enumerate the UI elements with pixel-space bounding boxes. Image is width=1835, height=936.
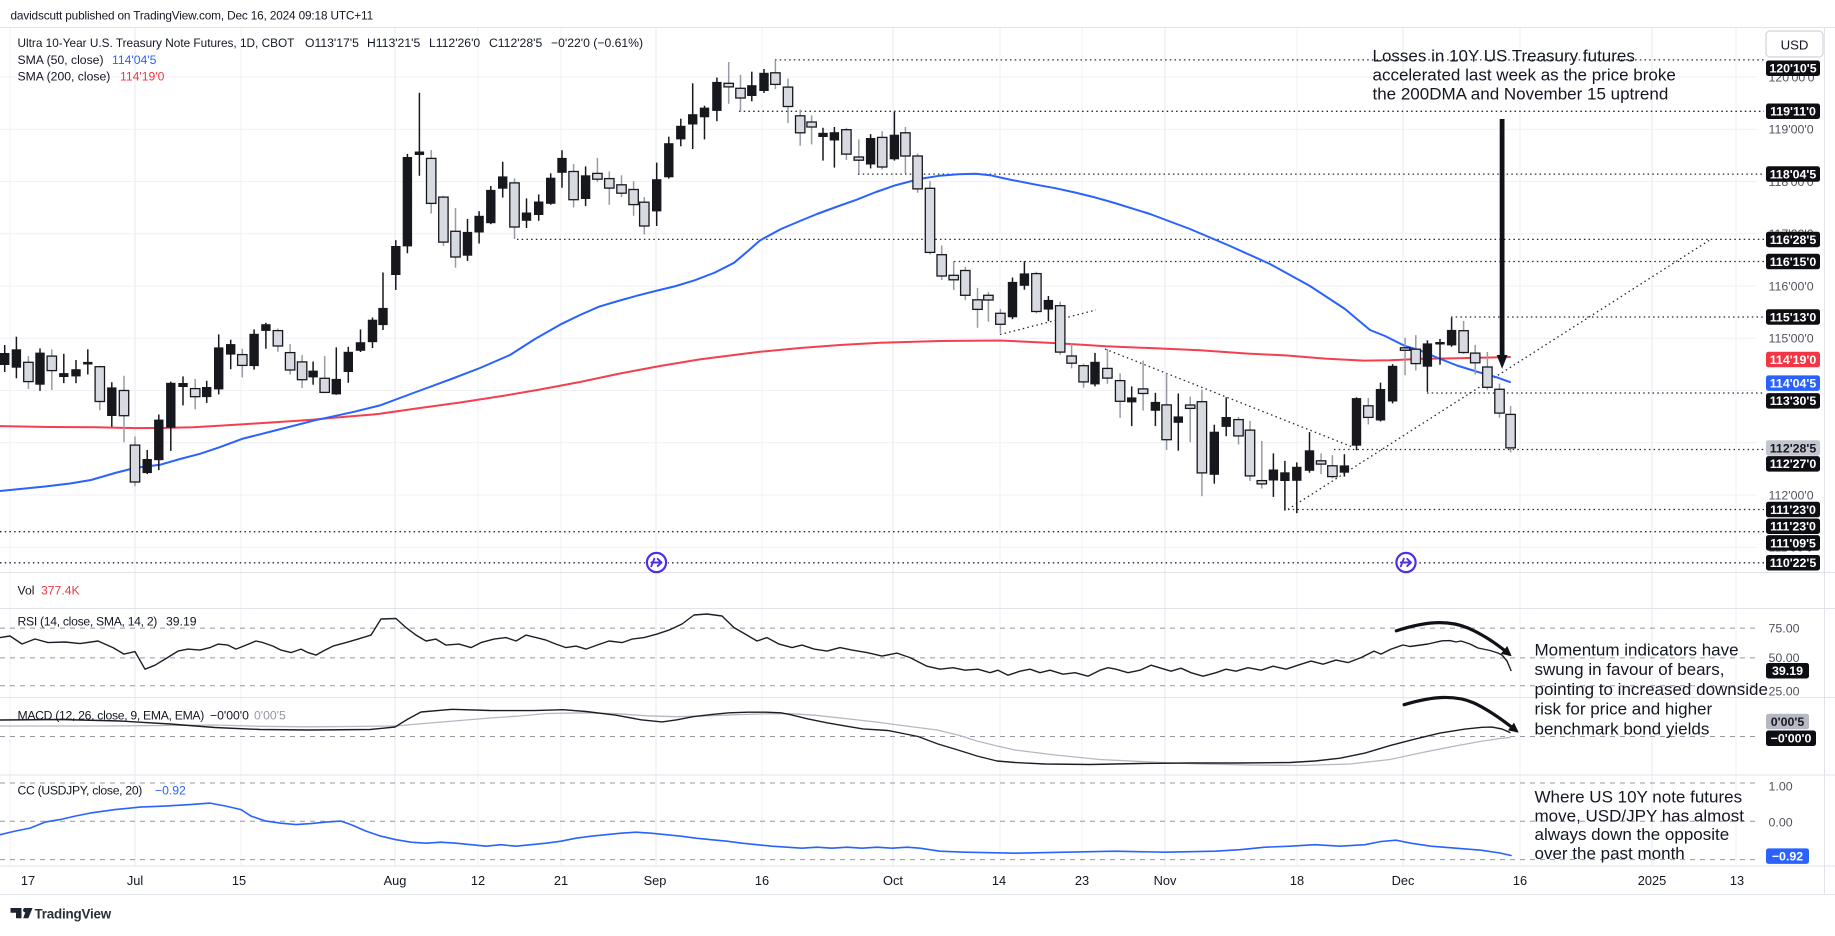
svg-text:Oct: Oct [883, 873, 903, 888]
svg-text:accelerated last week as the p: accelerated last week as the price broke [1373, 66, 1676, 85]
svg-text:benchmark bond yields: benchmark bond yields [1535, 719, 1710, 738]
svg-text:111'23'0: 111'23'0 [1770, 520, 1816, 534]
svg-text:15: 15 [232, 873, 246, 888]
svg-text:Nov: Nov [1154, 873, 1177, 888]
svg-text:75.00: 75.00 [1769, 621, 1800, 635]
svg-text:13: 13 [1730, 873, 1744, 888]
svg-text:12: 12 [471, 873, 485, 888]
svg-text:−0'22'0 (−0.61%): −0'22'0 (−0.61%) [551, 36, 643, 50]
svg-text:23: 23 [1075, 873, 1089, 888]
svg-text:112'28'5: 112'28'5 [1770, 441, 1817, 455]
svg-text:110'22'5: 110'22'5 [1770, 556, 1817, 570]
svg-text:119'00'0: 119'00'0 [1769, 123, 1814, 137]
svg-text:112'27'0: 112'27'0 [1770, 457, 1817, 471]
svg-text:115'13'0: 115'13'0 [1770, 310, 1817, 324]
svg-text:−0.92: −0.92 [1772, 850, 1803, 864]
svg-text:25.00: 25.00 [1769, 684, 1800, 698]
svg-text:39.19: 39.19 [1772, 664, 1803, 678]
svg-text:2025: 2025 [1638, 873, 1666, 888]
svg-text:risk for price and higher: risk for price and higher [1535, 700, 1713, 719]
svg-text:111'09'5: 111'09'5 [1770, 536, 1816, 550]
svg-text:pointing to increased downside: pointing to increased downside [1535, 680, 1768, 699]
svg-text:116'28'5: 116'28'5 [1770, 233, 1817, 247]
svg-text:0'00'5: 0'00'5 [254, 709, 286, 723]
svg-text:119'11'0: 119'11'0 [1770, 105, 1816, 119]
svg-text:SMA (50, close): SMA (50, close) [18, 53, 104, 67]
svg-text:21: 21 [554, 873, 568, 888]
svg-text:H113'21'5: H113'21'5 [367, 36, 420, 50]
svg-text:113'30'5: 113'30'5 [1770, 394, 1817, 408]
svg-text:SMA (200, close): SMA (200, close) [18, 70, 111, 84]
svg-text:the 200DMA and November 15 upt: the 200DMA and November 15 uptrend [1373, 85, 1669, 104]
svg-text:50.00: 50.00 [1769, 651, 1800, 665]
svg-text:16: 16 [755, 873, 769, 888]
svg-text:115'00'0: 115'00'0 [1769, 332, 1814, 346]
svg-text:Dec: Dec [1392, 873, 1415, 888]
svg-text:377.4K: 377.4K [41, 584, 80, 598]
svg-text:RSI (14, close, SMA, 14, 2): RSI (14, close, SMA, 14, 2) [18, 615, 158, 629]
svg-text:always down the opposite: always down the opposite [1535, 825, 1730, 844]
svg-text:Where US 10Y note futures: Where US 10Y note futures [1535, 788, 1743, 807]
svg-text:16: 16 [1513, 873, 1527, 888]
svg-text:39.19: 39.19 [166, 615, 197, 629]
svg-text:over the past month: over the past month [1535, 844, 1685, 863]
svg-text:TradingView: TradingView [35, 907, 112, 922]
svg-text:−0.92: −0.92 [155, 784, 186, 798]
svg-text:USD: USD [1781, 38, 1809, 53]
svg-text:MACD (12, 26, close, 9, EMA, E: MACD (12, 26, close, 9, EMA, EMA) [18, 709, 205, 723]
svg-text:L112'26'0: L112'26'0 [429, 36, 480, 50]
svg-text:112'00'0: 112'00'0 [1769, 488, 1814, 502]
svg-text:CC (USDJPY, close, 20): CC (USDJPY, close, 20) [18, 784, 143, 798]
svg-text:114'19'0: 114'19'0 [120, 70, 165, 84]
svg-text:−0'00'0: −0'00'0 [1771, 732, 1812, 746]
svg-text:114'04'5: 114'04'5 [1770, 377, 1817, 391]
svg-text:Vol: Vol [18, 584, 35, 598]
svg-text:116'15'0: 116'15'0 [1770, 255, 1817, 269]
svg-text:C112'28'5: C112'28'5 [489, 36, 542, 50]
svg-text:O113'17'5: O113'17'5 [305, 36, 359, 50]
svg-text:120'10'5: 120'10'5 [1769, 62, 1816, 76]
svg-text:18: 18 [1290, 873, 1304, 888]
svg-text:Jul: Jul [127, 873, 143, 888]
svg-text:Ultra 10-Year U.S. Treasury No: Ultra 10-Year U.S. Treasury Note Futures… [18, 36, 295, 50]
svg-text:114'19'0: 114'19'0 [1770, 353, 1817, 367]
svg-text:118'04'5: 118'04'5 [1770, 168, 1817, 182]
svg-text:116'00'0: 116'00'0 [1769, 279, 1814, 293]
svg-text:Losses in 10Y US Treasury futu: Losses in 10Y US Treasury futures [1373, 47, 1635, 66]
svg-text:move, USD/JPY has almost: move, USD/JPY has almost [1535, 806, 1745, 825]
svg-text:swung in favour of bears,: swung in favour of bears, [1535, 660, 1725, 679]
svg-text:111'23'0: 111'23'0 [1770, 503, 1816, 517]
svg-text:0.00: 0.00 [1769, 816, 1793, 830]
svg-text:114'04'5: 114'04'5 [112, 53, 157, 67]
svg-text:Sep: Sep [644, 873, 667, 888]
svg-text:Aug: Aug [384, 873, 407, 888]
svg-text:17: 17 [21, 873, 35, 888]
svg-text:Momentum indicators have: Momentum indicators have [1535, 641, 1739, 660]
svg-text:14: 14 [992, 873, 1006, 888]
svg-text:1.00: 1.00 [1769, 780, 1793, 794]
svg-text:−0'00'0: −0'00'0 [210, 709, 249, 723]
svg-text:davidscutt published on Tradin: davidscutt published on TradingView.com,… [11, 9, 373, 23]
svg-text:0'00'5: 0'00'5 [1771, 715, 1805, 729]
